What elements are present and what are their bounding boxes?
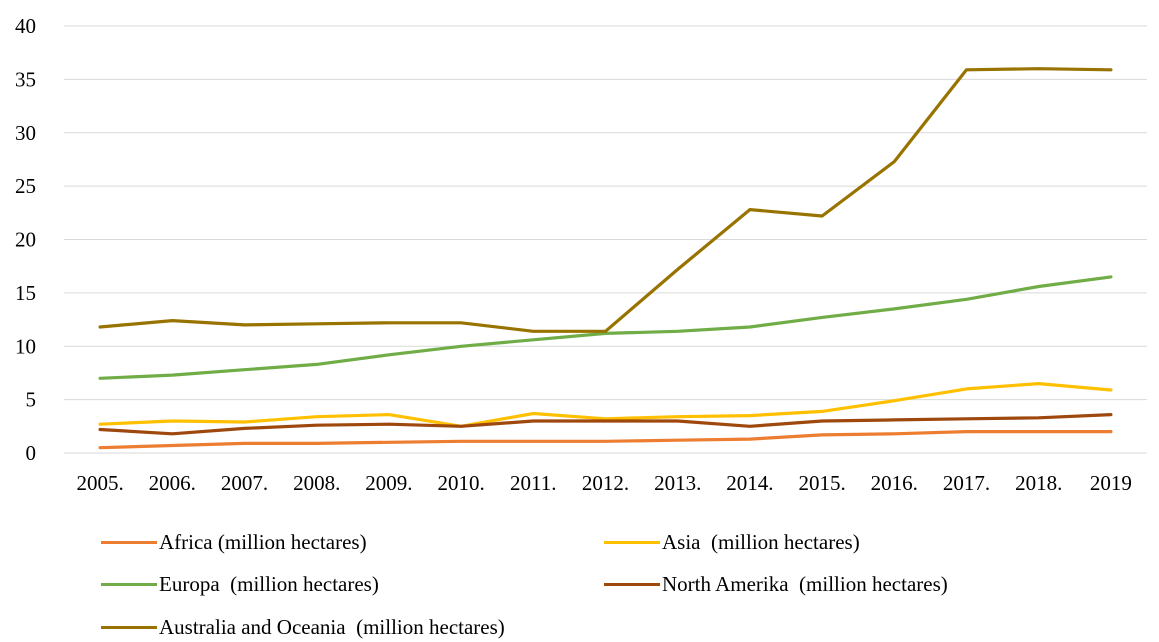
- x-tick-label: 2018.: [1015, 471, 1062, 495]
- x-axis: 2005. 2006. 2007. 2008. 2009. 2010. 2011. 2012.…: [76, 471, 1131, 495]
- x-tick-label: 2016.: [871, 471, 918, 495]
- y-tick-label: 40: [15, 14, 36, 38]
- x-tick-label: 2007.: [221, 471, 268, 495]
- y-tick-label: 15: [15, 281, 36, 305]
- x-tick-label: 2019: [1090, 471, 1132, 495]
- y-tick-label: 5: [26, 388, 37, 412]
- x-tick-label: 2010.: [437, 471, 484, 495]
- x-tick-label: 2013.: [654, 471, 701, 495]
- series-line-3: [98, 413, 1113, 436]
- series-lines: [98, 67, 1113, 450]
- x-tick-label: 2014.: [726, 471, 773, 495]
- y-axis: 0 5 10 15 20 25 30 35 40: [15, 14, 36, 465]
- gridlines: [64, 25, 1147, 454]
- series-line-2: [98, 275, 1113, 380]
- y-tick-label: 0: [26, 441, 37, 465]
- x-tick-label: 2008.: [293, 471, 340, 495]
- series-line-1: [98, 382, 1113, 428]
- x-tick-label: 2006.: [149, 471, 196, 495]
- x-tick-label: 2011.: [510, 471, 556, 495]
- x-tick-label: 2015.: [798, 471, 845, 495]
- x-tick-label: 2012.: [582, 471, 629, 495]
- y-tick-label: 25: [15, 174, 36, 198]
- series-line-0: [98, 430, 1113, 450]
- x-tick-label: 2005.: [76, 471, 123, 495]
- series-line-4: [98, 67, 1113, 333]
- y-tick-label: 20: [15, 228, 36, 252]
- y-tick-label: 35: [15, 67, 36, 91]
- y-tick-label: 10: [15, 334, 36, 358]
- x-tick-label: 2009.: [365, 471, 412, 495]
- x-tick-label: 2017.: [943, 471, 990, 495]
- y-tick-label: 30: [15, 121, 36, 145]
